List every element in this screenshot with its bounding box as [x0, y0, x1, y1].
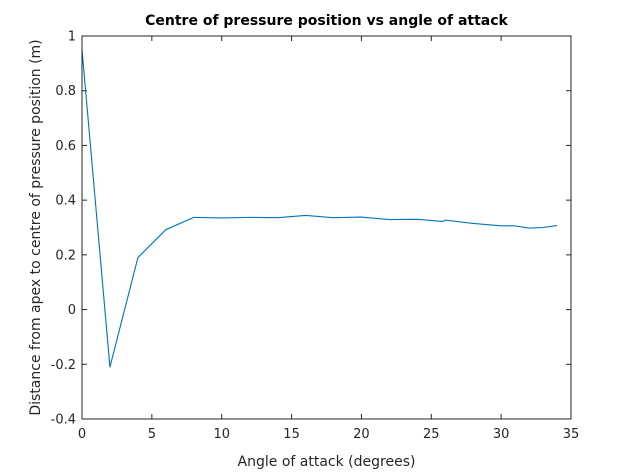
- x-tick-label: 25: [423, 427, 440, 442]
- series-layer: [81, 49, 558, 368]
- ticks-layer: 0 5 10 15 20 25 30 35 -0.4 -0.2 0 0.2 0.4 0.6 0.8 1: [51, 30, 580, 443]
- y-tick-label: 1: [68, 30, 76, 45]
- plot-border: [81, 35, 572, 420]
- x-tick-label: 15: [283, 427, 300, 442]
- y-tick-label: -0.2: [51, 358, 76, 373]
- x-tick-label: 30: [493, 427, 510, 442]
- y-axis-title: Distance from apex to centre of pressure…: [28, 39, 44, 415]
- y-tick-label: 0.4: [55, 194, 76, 209]
- x-tick-label: 10: [213, 427, 230, 442]
- y-tick-label: 0.2: [55, 248, 76, 263]
- x-axis-title: Angle of attack (degrees): [238, 454, 416, 470]
- series-line-0: [81, 49, 558, 368]
- x-tick-label: 5: [148, 427, 156, 442]
- y-tick-label: 0.8: [55, 84, 76, 99]
- y-tick-label: 0: [68, 303, 76, 318]
- plot-area: [82, 36, 571, 419]
- x-tick-label: 35: [563, 427, 580, 442]
- x-tick-label: 20: [353, 427, 370, 442]
- chart-title: Centre of pressure position vs angle of …: [145, 13, 508, 29]
- y-tick-label: -0.4: [51, 413, 76, 428]
- y-tick-label: 0.6: [55, 139, 76, 154]
- x-tick-label: 0: [78, 427, 86, 442]
